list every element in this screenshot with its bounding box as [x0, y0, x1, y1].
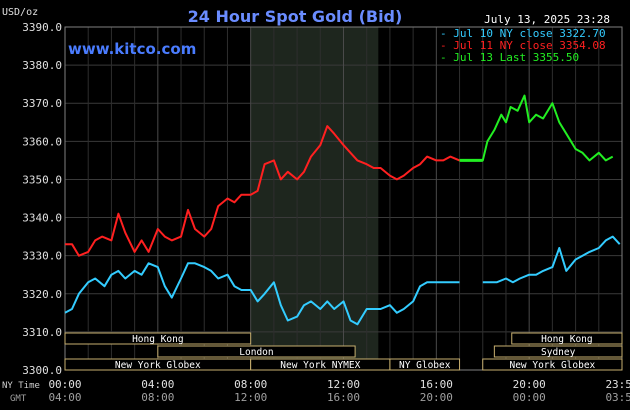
series-line [459, 94, 614, 162]
session-label: New York Globex [509, 360, 595, 371]
x-tick-gmt-label: 03:59 [605, 391, 630, 404]
session-label: New York NYMEX [280, 360, 360, 371]
session-box [64, 332, 252, 345]
y-tick-label: 3370.0 [22, 97, 62, 110]
legend: - Jul 10 NY close 3322.70- Jul 11 NY clo… [440, 27, 606, 64]
y-tick-label: 3300.0 [22, 364, 62, 377]
x-tick-label: 23:59 [605, 378, 630, 391]
x-tick-label: 16:00 [420, 378, 453, 391]
x-tick-gmt-label: 08:00 [141, 391, 174, 404]
x-tick-gmt-label: 12:00 [234, 391, 267, 404]
chart-title: 24 Hour Spot Gold (Bid) [188, 7, 403, 26]
chart-date: July 13, 2025 23:28 [484, 13, 610, 26]
x-tick-label: 20:00 [513, 378, 546, 391]
session-label: Hong Kong [541, 334, 592, 345]
session-box [482, 358, 623, 371]
y-tick-label: 3380.0 [22, 59, 62, 72]
x-tick-label: 00:00 [48, 378, 81, 391]
x-tick-gmt-label: 00:00 [513, 391, 546, 404]
y-tick-label: 3350.0 [22, 173, 62, 186]
series-line [65, 125, 460, 257]
legend-entry: - Jul 13 Last 3355.50 [440, 51, 579, 64]
ny-time-row-label: NY Time [2, 381, 40, 391]
series-line [64, 262, 460, 326]
session-label: NY Globex [399, 360, 451, 371]
legend-entry: - Jul 10 NY close 3322.70 [440, 27, 606, 40]
nymex-session-shade [250, 27, 379, 370]
y-tick-label: 3330.0 [22, 250, 62, 263]
x-tick-label: 12:00 [327, 378, 360, 391]
y-tick-label: 3340.0 [22, 212, 62, 225]
session-box [157, 345, 356, 358]
session-label: New York Globex [115, 360, 201, 371]
x-tick-gmt-label: 20:00 [420, 391, 453, 404]
y-tick-label: 3310.0 [22, 326, 62, 339]
session-box [389, 358, 461, 371]
watermark: www.kitco.com [68, 40, 196, 58]
y-tick-label: 3360.0 [22, 135, 62, 148]
series-line [482, 235, 621, 284]
legend-entry: - Jul 11 NY close 3354.08 [440, 39, 606, 52]
session-box [511, 332, 623, 345]
unit-label: USD/oz [2, 7, 38, 18]
y-tick-label: 3320.0 [22, 288, 62, 301]
session-label: Sydney [541, 347, 576, 358]
y-tick-label: 3390.0 [22, 21, 62, 34]
session-box [493, 345, 623, 358]
x-tick-label: 04:00 [141, 378, 174, 391]
x-tick-gmt-label: 04:00 [48, 391, 81, 404]
x-tick-label: 08:00 [234, 378, 267, 391]
session-label: Hong Kong [132, 334, 183, 345]
x-tick-gmt-label: 16:00 [327, 391, 360, 404]
gmt-row-label: GMT [10, 394, 27, 404]
session-label: London [239, 347, 273, 358]
